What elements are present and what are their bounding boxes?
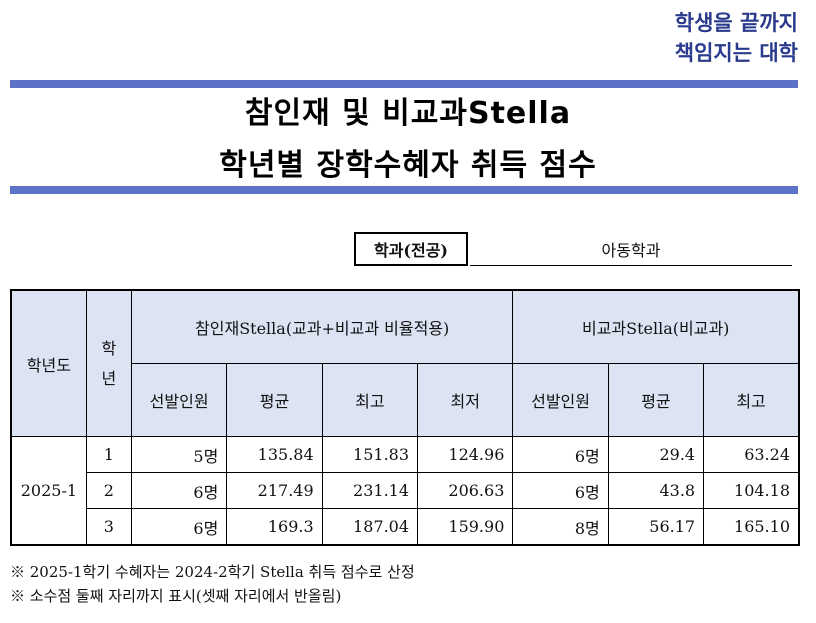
cell-a-avg: 217.49 bbox=[226, 472, 323, 509]
header-group-stella-total: 참인재Stella(교과+비교과 비율적용) bbox=[130, 289, 514, 364]
scholarship-score-table: 학년도 학년 참인재Stella(교과+비교과 비율적용) 비교과Stella(… bbox=[10, 289, 800, 546]
cell-b-max: 104.18 bbox=[703, 472, 800, 509]
slogan-line-2: 책임지는 대학 bbox=[674, 41, 798, 65]
header-b-max: 최고 bbox=[703, 363, 800, 437]
footnote-2: ※ 소수점 둘째 자리까지 표시(셋째 자리에서 반올림) bbox=[10, 587, 342, 605]
cell-b-count: 6명 bbox=[512, 472, 609, 509]
title-top-rule bbox=[10, 80, 798, 88]
page-title-line-2: 학년별 장학수혜자 취득 점수 bbox=[219, 148, 597, 183]
cell-a-min: 206.63 bbox=[417, 472, 514, 509]
table-row: 2 6명 217.49 231.14 206.63 6명 43.8 104.18 bbox=[11, 472, 800, 509]
footnotes: ※ 2025-1학기 수혜자는 2024-2학기 Stella 취득 점수로 산… bbox=[10, 560, 415, 608]
table-row: 3 6명 169.3 187.04 159.90 8명 56.17 165.10 bbox=[11, 508, 800, 546]
cell-a-count: 6명 bbox=[130, 472, 228, 509]
table-header-row-2: 선발인원 평균 최고 최저 선발인원 평균 최고 bbox=[11, 363, 800, 437]
cell-a-min: 124.96 bbox=[417, 436, 514, 473]
cell-grade: 1 bbox=[85, 436, 132, 473]
header-a-avg: 평균 bbox=[226, 363, 323, 437]
cell-grade: 3 bbox=[85, 508, 132, 546]
cell-a-min: 159.90 bbox=[417, 508, 514, 546]
university-slogan: 학생을 끝까지 책임지는 대학 bbox=[675, 8, 798, 68]
header-a-count: 선발인원 bbox=[130, 363, 228, 437]
cell-a-max: 231.14 bbox=[321, 472, 419, 509]
cell-b-max: 63.24 bbox=[703, 436, 800, 473]
cell-a-count: 5명 bbox=[130, 436, 228, 473]
header-grade: 학년 bbox=[85, 289, 132, 437]
cell-b-count: 8명 bbox=[512, 508, 609, 546]
cell-b-avg: 29.4 bbox=[607, 436, 705, 473]
cell-b-avg: 56.17 bbox=[607, 508, 705, 546]
title-bottom-rule bbox=[10, 186, 798, 194]
page-title-line-1: 참인재 및 비교과Stella bbox=[244, 96, 572, 131]
cell-b-avg: 43.8 bbox=[607, 472, 705, 509]
cell-a-max: 151.83 bbox=[321, 436, 419, 473]
header-b-count: 선발인원 bbox=[512, 363, 609, 437]
header-group-stella-extracurricular: 비교과Stella(비교과) bbox=[512, 289, 800, 364]
slogan-line-1: 학생을 끝까지 bbox=[674, 11, 798, 35]
header-b-avg: 평균 bbox=[607, 363, 705, 437]
cell-grade: 2 bbox=[85, 472, 132, 509]
department-value: 아동학과 bbox=[470, 232, 792, 266]
table-header-row-1: 학년도 학년 참인재Stella(교과+비교과 비율적용) 비교과Stella(… bbox=[10, 289, 800, 437]
cell-b-count: 6명 bbox=[512, 436, 609, 473]
cell-b-max: 165.10 bbox=[703, 508, 800, 546]
cell-a-avg: 169.3 bbox=[226, 508, 323, 546]
cell-a-count: 6명 bbox=[130, 508, 228, 546]
table-row: 2025-1 1 5명 135.84 151.83 124.96 6명 29.4… bbox=[10, 436, 800, 546]
footnote-1: ※ 2025-1학기 수혜자는 2024-2학기 Stella 취득 점수로 산… bbox=[10, 563, 415, 581]
department-label: 학과(전공) bbox=[354, 232, 468, 266]
cell-a-avg: 135.84 bbox=[226, 436, 323, 473]
cell-year: 2025-1 bbox=[10, 436, 87, 546]
header-a-max: 최고 bbox=[321, 363, 419, 437]
cell-a-max: 187.04 bbox=[321, 508, 419, 546]
header-a-min: 최저 bbox=[417, 363, 514, 437]
header-year: 학년도 bbox=[10, 289, 87, 437]
